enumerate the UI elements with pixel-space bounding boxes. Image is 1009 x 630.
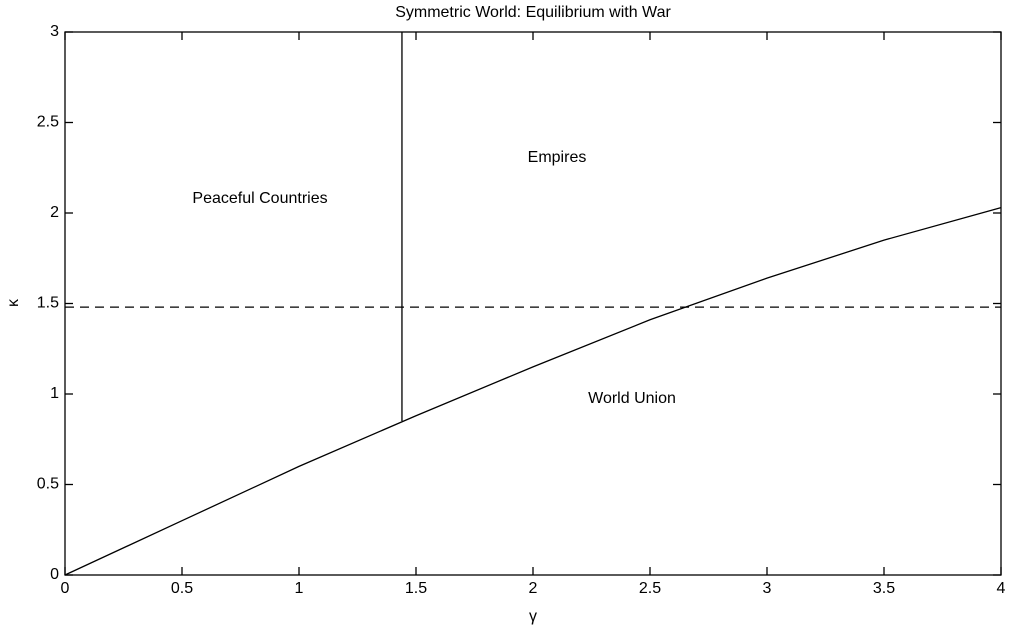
- region-label: Empires: [528, 149, 587, 166]
- x-tick-label: 4: [997, 580, 1006, 597]
- y-tick-label: 1: [50, 385, 59, 402]
- curve: [64, 206, 1002, 576]
- y-tick-label: 1.5: [37, 295, 59, 312]
- y-tick-label: 2.5: [37, 114, 59, 131]
- x-tick-label: 3: [763, 580, 772, 597]
- y-tick-label: 0: [50, 566, 59, 583]
- chart-title: Symmetric World: Equilibrium with War: [395, 4, 671, 21]
- x-tick-label: 0: [61, 580, 70, 597]
- x-tick-label: 1.5: [405, 580, 427, 597]
- x-axis-label: γ: [529, 608, 537, 625]
- region-label: Peaceful Countries: [192, 190, 327, 207]
- y-tick-label: 0.5: [37, 476, 59, 493]
- x-tick-label: 2.5: [639, 580, 661, 597]
- region-label: World Union: [588, 390, 676, 407]
- y-tick-label: 3: [50, 23, 59, 40]
- y-axis-label: κ: [5, 298, 22, 307]
- x-tick-label: 3.5: [873, 580, 895, 597]
- x-tick-label: 1: [295, 580, 304, 597]
- x-tick-label: 2: [529, 580, 538, 597]
- x-tick-label: 0.5: [171, 580, 193, 597]
- y-tick-label: 2: [50, 204, 59, 221]
